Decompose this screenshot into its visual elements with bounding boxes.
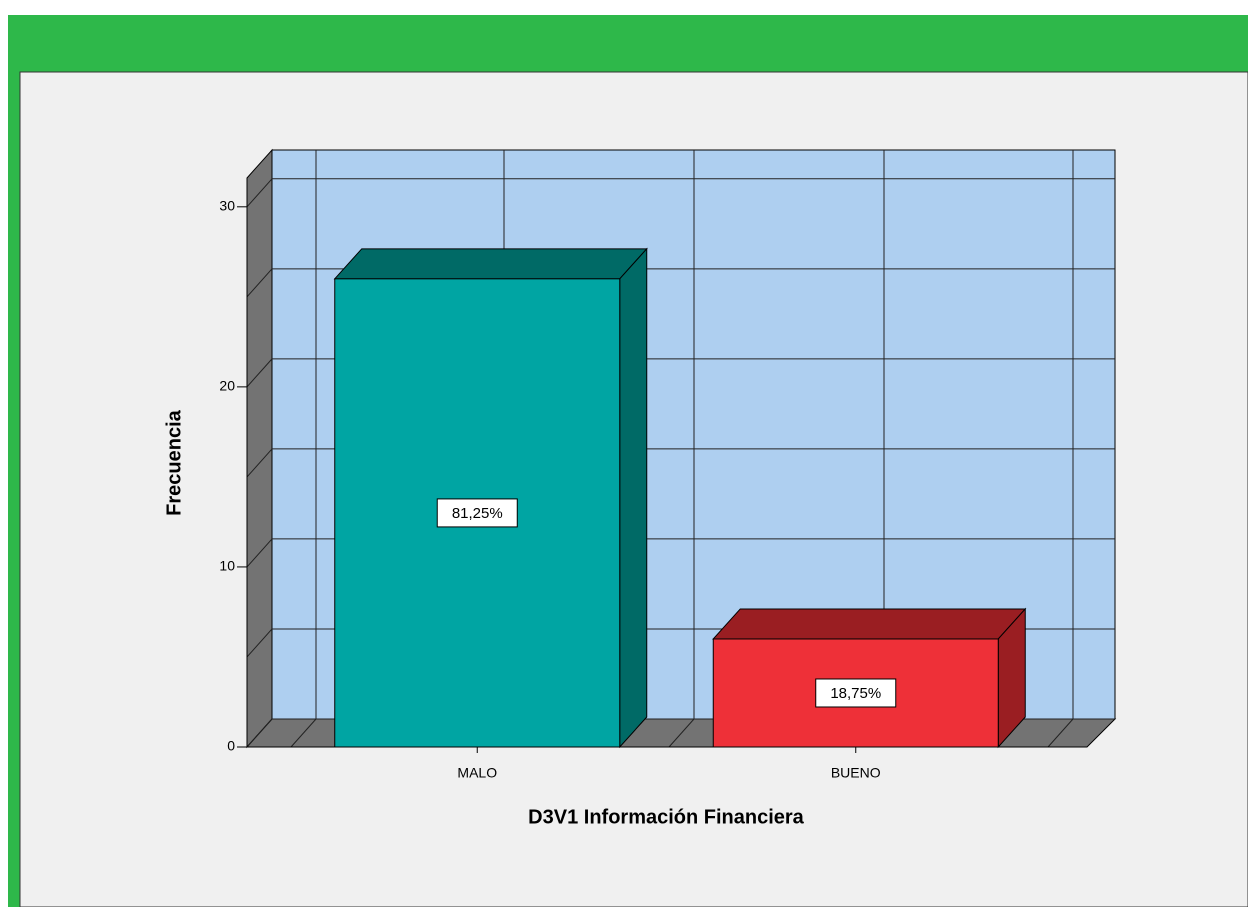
- x-axis-title: D3V1 Información Financiera: [528, 806, 805, 828]
- side-grid-line: [246, 178, 273, 208]
- y-tick-label: 0: [227, 738, 235, 754]
- side-grid-line: [246, 268, 273, 298]
- floor-grid: [1047, 718, 1074, 748]
- bar-top: [712, 608, 1027, 640]
- y-axis-title: Frecuencia: [163, 409, 185, 515]
- y-tick-label: 30: [219, 198, 235, 214]
- side-wall: [246, 148, 273, 749]
- bar-label-box: [815, 678, 897, 708]
- plot-area: 0 10 20 30 81,25% MALO 18,75% BUENO: [219, 148, 1117, 781]
- x-tick-label: BUENO: [831, 765, 881, 781]
- bar-top: [333, 248, 648, 280]
- bar-side: [619, 247, 648, 749]
- side-grid-line: [246, 358, 273, 388]
- side-grid-line: [246, 628, 273, 658]
- side-grid-line: [246, 718, 273, 748]
- floor-grid: [290, 718, 317, 748]
- y-tick-label: 20: [219, 378, 235, 394]
- bar-label: 81,25%: [452, 505, 503, 522]
- bar-label: 18,75%: [830, 685, 881, 702]
- floor-grid: [668, 718, 695, 748]
- x-tick-label: MALO: [457, 765, 497, 781]
- side-grid-line: [246, 538, 273, 568]
- bar-label-box: [436, 498, 518, 528]
- y-tick-label: 10: [219, 558, 235, 574]
- side-grid-line: [246, 448, 273, 478]
